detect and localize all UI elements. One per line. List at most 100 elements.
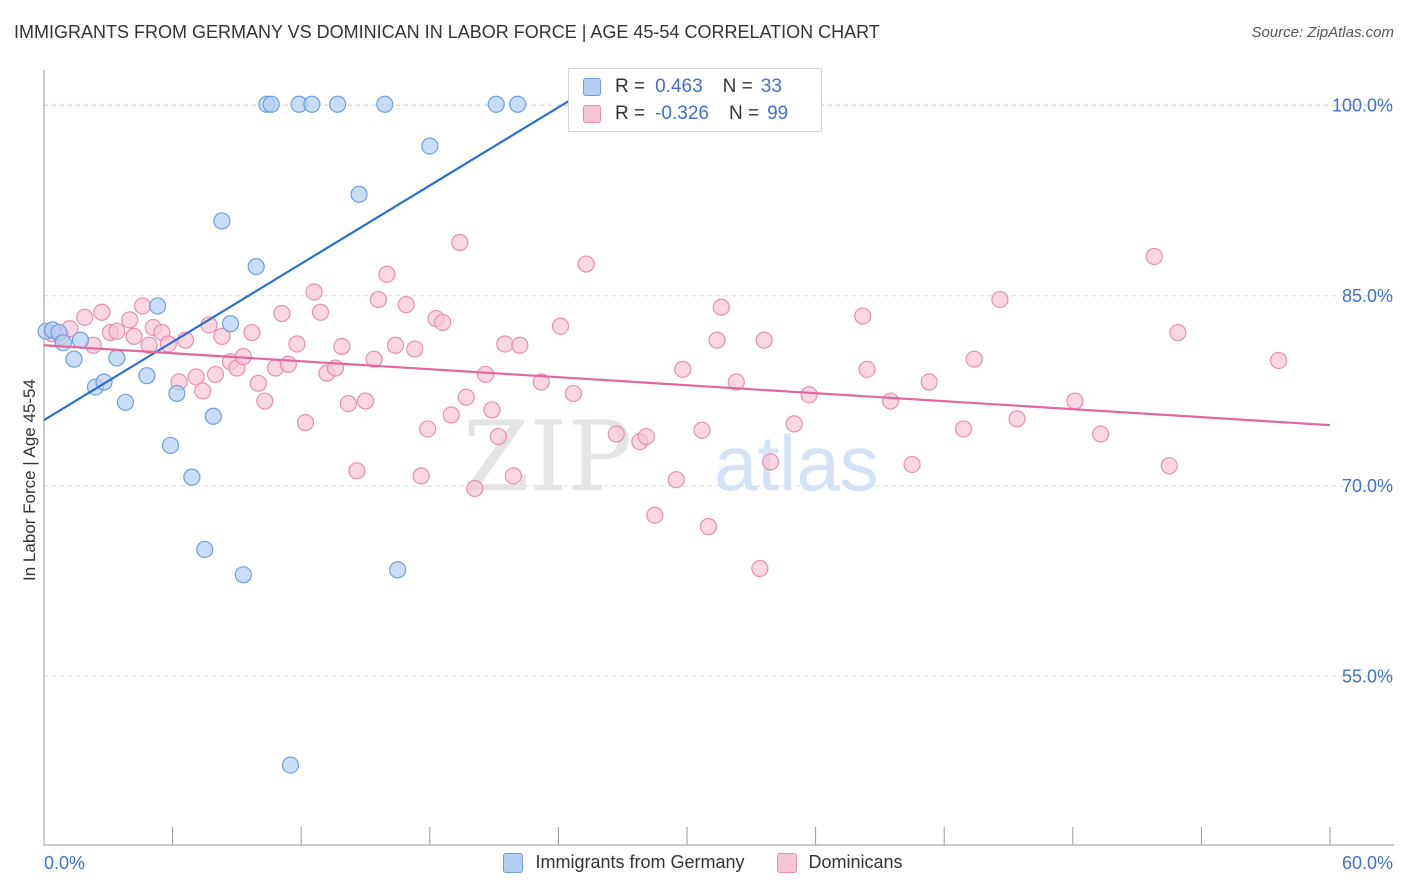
- dominican-point: [305, 283, 323, 301]
- grid-layer: [44, 103, 1394, 677]
- germany-point: [487, 95, 505, 113]
- y-tick-label: 85.0%: [1342, 286, 1393, 306]
- trend-layer: [43, 86, 1331, 427]
- source-label: Source: ZipAtlas.com: [1251, 24, 1394, 41]
- germany-point: [509, 95, 527, 113]
- dominican-point: [187, 368, 205, 386]
- dominican-point: [125, 327, 143, 345]
- germany-point: [350, 185, 368, 203]
- dominican-point: [637, 427, 655, 446]
- dominican-point: [607, 425, 625, 443]
- dominican-point: [903, 455, 921, 474]
- dominican-point: [133, 297, 152, 315]
- legend-item-dominicans[interactable]: Dominicans: [776, 852, 903, 873]
- dominican-point: [356, 392, 375, 410]
- germany-point: [71, 331, 90, 349]
- dominican-point: [442, 406, 460, 424]
- dominican-point: [194, 382, 212, 400]
- dominican-point: [755, 331, 773, 349]
- dominican-point: [496, 335, 514, 353]
- dominican-point: [466, 479, 484, 498]
- dominican-point: [296, 414, 315, 432]
- watermark-atlas: atlas: [714, 419, 879, 507]
- dominican-point: [504, 467, 522, 485]
- dominican-point: [708, 331, 726, 349]
- dominican-swatch: [776, 852, 797, 873]
- dominican-point: [965, 350, 983, 368]
- dominican-point: [369, 290, 387, 309]
- dominican-point: [406, 340, 424, 358]
- watermark-zip: ZIP: [463, 401, 632, 513]
- germany-point: [376, 95, 394, 113]
- r-label: R =: [615, 76, 646, 97]
- germany-point: [281, 756, 300, 774]
- series-legend: Immigrants from Germany Dominicans: [0, 852, 1406, 873]
- germany-point: [54, 334, 72, 352]
- dominican-point: [1169, 323, 1187, 342]
- dominican-point: [511, 336, 529, 354]
- dominican-point: [882, 392, 900, 410]
- dominican-point: [93, 303, 111, 321]
- germany-point: [161, 436, 180, 455]
- dominican-point: [800, 386, 818, 404]
- dominican-point: [108, 322, 126, 340]
- dominican-point: [1269, 351, 1288, 370]
- dominican-point: [333, 337, 351, 356]
- germany-swatch: [503, 852, 524, 873]
- dominican-point: [991, 290, 1009, 309]
- dominican-point: [920, 373, 938, 391]
- dominican-point: [256, 392, 274, 410]
- legend-row-dominican: R = -0.326 N = 99: [583, 102, 788, 126]
- dominican-point: [140, 336, 158, 354]
- dominican-point: [243, 323, 261, 342]
- dominican-point: [646, 506, 664, 524]
- dominican-point: [273, 304, 291, 323]
- germany-point: [221, 315, 240, 333]
- dominican-point: [1008, 410, 1026, 428]
- dominican-point: [1160, 457, 1178, 475]
- y-tick-label: 100.0%: [1332, 96, 1393, 116]
- germany-point: [183, 468, 201, 486]
- dominican-point: [412, 467, 430, 485]
- x-tick-label: 0.0%: [44, 853, 85, 873]
- r-value: 0.463: [655, 76, 703, 97]
- dominican-point: [1092, 425, 1110, 443]
- axis-layer: [43, 70, 1394, 846]
- dominican-point: [451, 233, 469, 252]
- n-label: N =: [722, 76, 753, 97]
- germany-point: [421, 137, 439, 155]
- dominican-point: [419, 420, 437, 438]
- legend-row-germany: R = 0.463 N = 33: [583, 75, 782, 99]
- germany-point: [138, 367, 156, 385]
- dominican-point: [206, 365, 225, 384]
- r-value: -0.326: [655, 103, 709, 124]
- x-tick-label: 60.0%: [1342, 853, 1393, 873]
- germany-point: [116, 393, 135, 411]
- chart-title: IMMIGRANTS FROM GERMANY VS DOMINICAN IN …: [14, 22, 880, 42]
- legend-item-germany[interactable]: Immigrants from Germany: [503, 852, 745, 873]
- dominican-point: [489, 427, 507, 446]
- dominican-point: [1145, 247, 1163, 266]
- watermark: ZIP atlas: [463, 401, 879, 513]
- dominican-point: [279, 355, 297, 373]
- dominican-point: [213, 327, 231, 345]
- germany-point: [234, 566, 252, 584]
- dominican-point: [785, 415, 803, 433]
- dominican-point: [761, 453, 780, 471]
- y-tick-label: 55.0%: [1342, 666, 1393, 686]
- dominican-point: [712, 298, 730, 316]
- germany-point: [196, 540, 214, 559]
- dominican-point: [693, 421, 711, 439]
- tick-label-layer: 100.0% 85.0% 70.0% 55.0% 0.0% 60.0%: [44, 96, 1393, 873]
- correlation-legend: R = 0.463 N = 33 R = -0.326 N = 99: [568, 68, 822, 132]
- dominican-point: [121, 311, 139, 329]
- dominican-point: [551, 317, 570, 335]
- y-axis-label: In Labor Force | Age 45-54: [20, 379, 39, 581]
- dominican-point: [727, 373, 745, 391]
- dominican-point: [667, 471, 685, 489]
- dominican-point: [532, 373, 550, 391]
- germany-point: [329, 95, 347, 113]
- dominican-point: [674, 360, 692, 378]
- dominican-point: [457, 388, 475, 406]
